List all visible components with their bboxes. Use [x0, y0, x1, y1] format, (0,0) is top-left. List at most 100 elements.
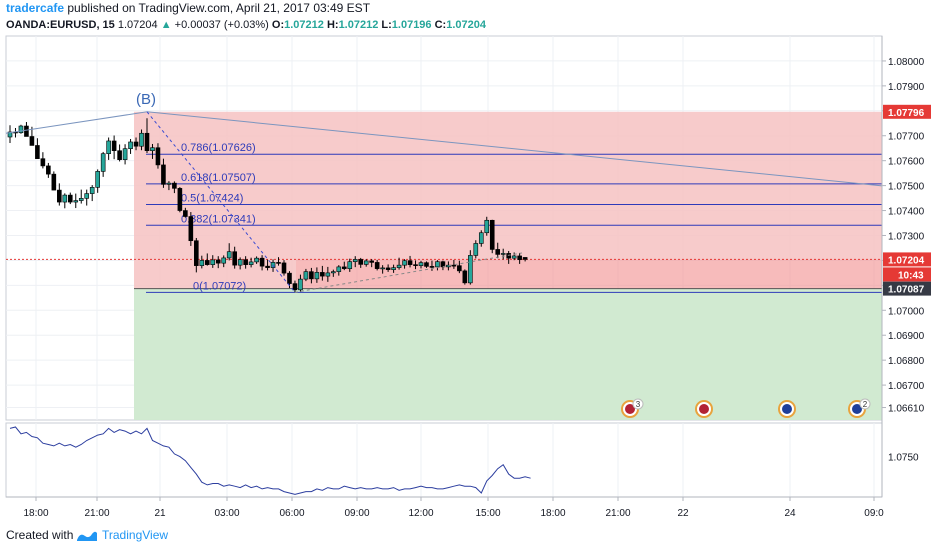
footer: Created with TradingView: [0, 524, 932, 550]
event-count-badge: [632, 398, 644, 410]
candle-up: [298, 278, 303, 291]
high-value: 1.07212: [338, 19, 379, 31]
close-label: C:: [434, 19, 447, 31]
last-price: 1.07204: [117, 19, 158, 31]
y-tick-label: 1.06900: [888, 331, 925, 342]
candle-up: [106, 140, 111, 154]
candle-up: [331, 271, 336, 274]
candle-up: [473, 243, 479, 256]
last-price-tag-bg: [883, 252, 931, 267]
candle-down: [155, 147, 161, 166]
trend-lines: (B): [5, 91, 883, 293]
candle-down: [29, 136, 35, 146]
candle-down: [265, 265, 270, 268]
candle-down: [462, 270, 468, 284]
candle-down: [369, 260, 374, 263]
candle-down: [35, 145, 40, 159]
open-label: O:: [271, 19, 285, 31]
y-tick-label: 1.07700: [888, 132, 925, 143]
wave-label: (B): [136, 91, 156, 108]
candle-down: [194, 240, 199, 266]
x-tick-label: 15:00: [475, 508, 500, 519]
candle-up: [73, 200, 79, 203]
y-tick-label: 1.06700: [888, 381, 925, 392]
fib-diagonal: [146, 111, 296, 293]
candle-up: [122, 148, 128, 160]
candle-down: [215, 259, 221, 264]
candle-up: [484, 219, 490, 234]
candle-down: [281, 262, 287, 274]
candle-up: [511, 255, 517, 259]
x-tick-label: 09:0: [864, 508, 884, 519]
candle-up: [468, 255, 473, 284]
y-tick-label: 1.07500: [888, 182, 925, 193]
candle-down: [57, 189, 62, 203]
x-tick-label: 22: [677, 508, 689, 519]
author-name[interactable]: tradercafe: [6, 1, 65, 15]
candle-down: [188, 216, 194, 242]
candle-down: [133, 141, 139, 147]
candle-up: [391, 267, 396, 270]
candle-down: [374, 262, 380, 269]
candle-up: [446, 264, 451, 268]
candle-down: [243, 259, 248, 265]
x-tick-label: 21:00: [605, 508, 630, 519]
candle-down: [451, 264, 457, 267]
target-price-tag: 1.07087: [888, 285, 925, 296]
us-flag-event-icon-inner: [625, 404, 635, 414]
fib-level-label: 0.5(1.07424): [181, 193, 243, 205]
y-tick-label: 1.07400: [888, 207, 925, 218]
candle-down: [177, 188, 183, 211]
created-with-label: Created with: [6, 528, 74, 542]
candle-up: [418, 262, 424, 266]
candles: [7, 118, 528, 293]
risk-zone-active: [296, 259, 882, 289]
price-change: +0.00037 (+0.03%): [174, 19, 269, 31]
us-flag-event-icon-inner: [699, 404, 709, 414]
tradingview-logo-icon: [77, 531, 97, 541]
candle-up: [352, 259, 358, 262]
candle-up: [7, 131, 13, 138]
low-value: 1.07196: [391, 19, 432, 31]
candle-down: [457, 265, 462, 272]
y-tick-label: 1.06610: [888, 404, 925, 415]
candle-up: [363, 260, 369, 265]
target-price-tag-bg: [883, 281, 931, 296]
tradingview-link[interactable]: TradingView: [102, 528, 169, 542]
candle-down: [424, 262, 429, 267]
candle-down: [24, 125, 29, 137]
candle-down: [385, 267, 391, 270]
candle-down: [276, 262, 281, 264]
x-tick-label: 03:00: [214, 508, 239, 519]
candle-up: [254, 257, 259, 263]
eu-flag-event-icon-inner: [852, 404, 862, 414]
y-tick-label: 1.07900: [888, 82, 925, 93]
candle-down: [320, 272, 325, 277]
reward-zone: [134, 288, 882, 420]
last-price-tag: 1.07204: [888, 255, 925, 266]
candle-up: [237, 259, 243, 266]
candle-up: [166, 182, 172, 185]
axes: 1.080001.079001.078001.077001.076001.075…: [6, 36, 931, 519]
publication-header: tradercafe published on TradingView.com,…: [6, 0, 370, 16]
trend-line-right: [146, 111, 883, 187]
candle-up: [150, 147, 155, 152]
open-value: 1.07212: [284, 19, 324, 31]
candle-down: [522, 257, 528, 260]
candle-down: [204, 260, 210, 265]
symbol-name[interactable]: OANDA:EURUSD, 15: [6, 19, 115, 31]
x-tick-label: 24: [784, 508, 796, 519]
indicator-pane: [5, 422, 883, 498]
up-arrow-icon: ▲: [160, 19, 172, 31]
position-zones: [6, 111, 882, 420]
dashed-projection: [294, 252, 523, 293]
candle-up: [303, 271, 309, 280]
event-count-label: 3: [636, 400, 641, 409]
candle-up: [210, 259, 216, 265]
candle-up: [500, 253, 506, 255]
candle-down: [46, 165, 51, 175]
candle-down: [429, 266, 435, 268]
event-count-label: 2: [863, 400, 868, 409]
